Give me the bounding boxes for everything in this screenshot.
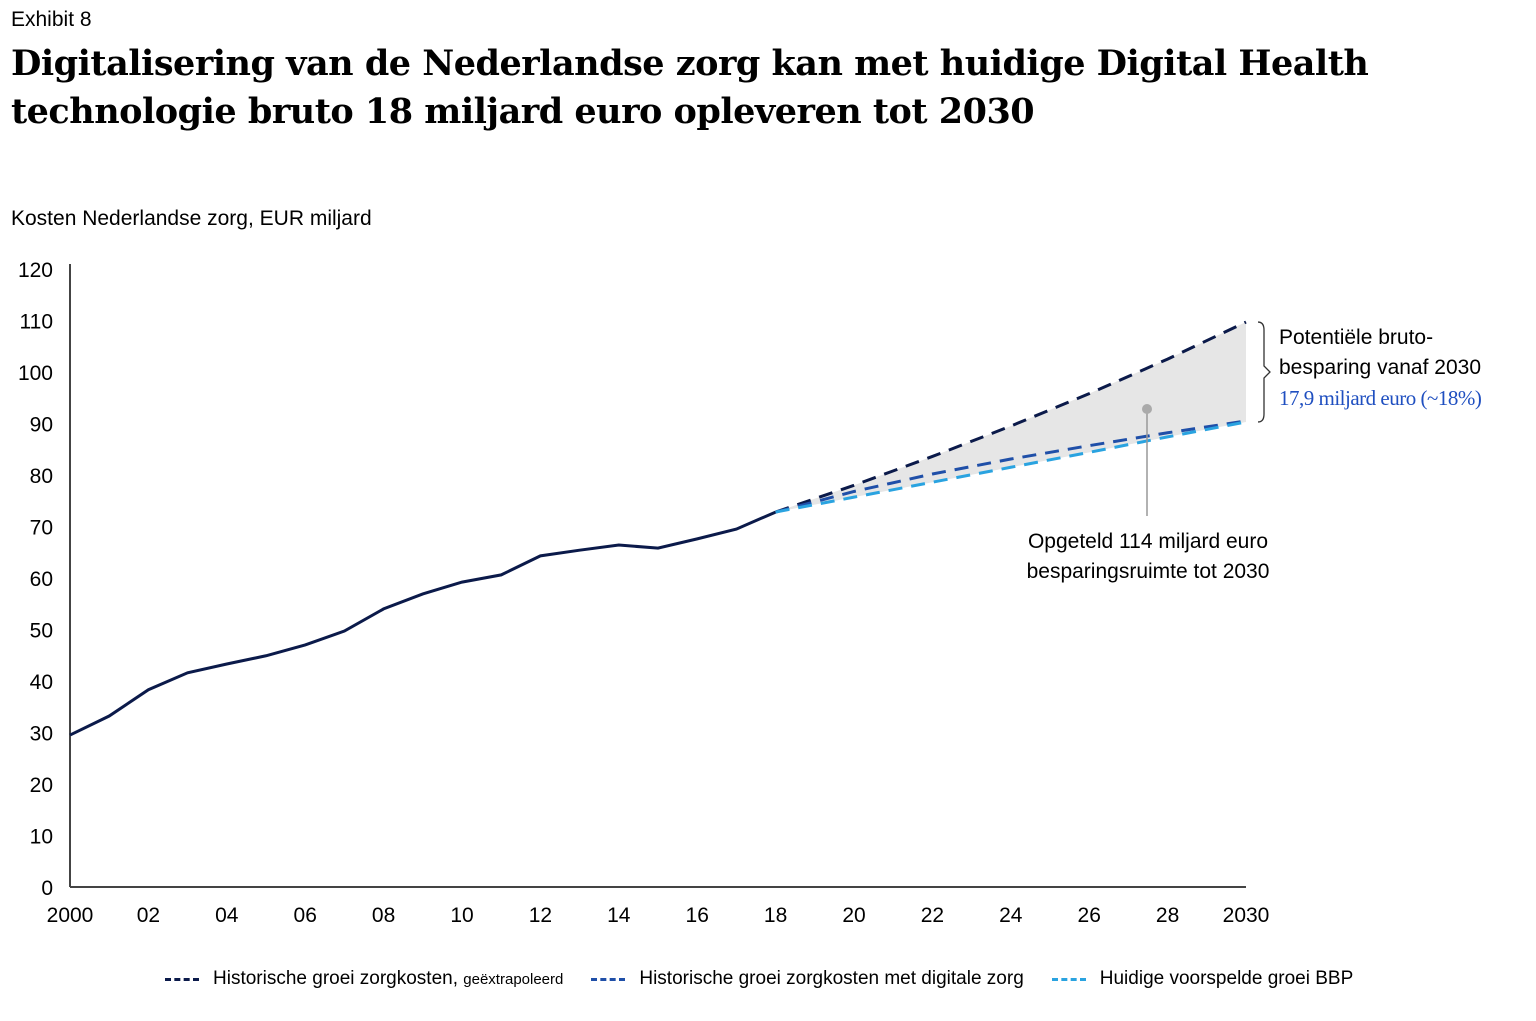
x-tick-label: 14: [607, 904, 631, 927]
x-tick-label: 08: [372, 904, 395, 927]
bracket-line1: Potentiële bruto-: [1279, 326, 1434, 349]
series-line-3: [775, 420, 1247, 514]
bracket: [1257, 321, 1271, 423]
y-tick-label: 90: [30, 414, 53, 437]
x-tick-label: 10: [450, 904, 473, 927]
legend-item-bbp: Huidige voorspelde groei BBP: [1051, 968, 1354, 990]
y-tick-label: 20: [30, 774, 53, 797]
y-tick-label: 0: [41, 877, 53, 900]
y-tick-label: 70: [30, 517, 53, 540]
x-tick-label: 02: [137, 904, 160, 927]
x-tick-label: 04: [215, 904, 239, 927]
x-tick-label: 20: [842, 904, 865, 927]
x-tick-label: 16: [686, 904, 709, 927]
y-tick-label: 80: [30, 465, 53, 488]
savings-area: [775, 322, 1246, 513]
y-tick-label: 30: [30, 723, 53, 746]
legend-label-suffix: geëxtrapoleerd: [463, 970, 564, 988]
x-tick-label: 2030: [1223, 904, 1270, 927]
area-annotation: Opgeteld 114 miljard euro besparingsruim…: [948, 527, 1348, 587]
y-tick-label: 110: [20, 311, 53, 334]
y-tick-label: 40: [30, 671, 53, 694]
legend-swatch: [1051, 977, 1086, 981]
y-tick-label: 50: [30, 620, 53, 643]
legend-swatch: [165, 977, 199, 981]
x-tick-label: 28: [1156, 904, 1179, 927]
area-line1: Opgeteld 114 miljard euro: [1027, 530, 1269, 553]
legend-label: Historische groei zorgkosten,: [213, 968, 458, 989]
series-line-1: [775, 320, 1247, 514]
x-tick-label: 2000: [47, 904, 94, 927]
x-tick-label: 06: [294, 904, 317, 927]
x-tick-label: 12: [529, 904, 552, 927]
annotation-dot: [1142, 404, 1152, 414]
x-tick-label: 26: [1078, 904, 1101, 927]
x-tick-label: 24: [999, 904, 1023, 927]
x-tick-label: 22: [921, 904, 944, 927]
series-line-0: [69, 510, 777, 737]
y-tick-label: 10: [30, 826, 53, 849]
bracket-value: 17,9 miljard euro (~18%): [1279, 386, 1482, 410]
legend-label: Huidige voorspelde groei BBP: [1099, 968, 1354, 989]
chart-title: Digitalisering van de Nederlandse zorg k…: [11, 43, 1369, 132]
legend: Historische groei zorgkosten, geëxtrapol…: [165, 968, 1381, 990]
series-line-2: [775, 419, 1247, 514]
legend-item-extrapolated: Historische groei zorgkosten, geëxtrapol…: [165, 968, 563, 990]
y-tick-label: 120: [18, 259, 53, 282]
bracket-annotation: Potentiële bruto- besparing vanaf 2030 1…: [1279, 323, 1482, 413]
y-tick-label: 60: [30, 568, 53, 591]
x-tick-label: 18: [764, 904, 787, 927]
legend-item-digital: Historische groei zorgkosten met digital…: [591, 968, 1024, 990]
bracket-line2: besparing vanaf 2030: [1279, 356, 1481, 379]
legend-label: Historische groei zorgkosten met digital…: [639, 968, 1024, 989]
exhibit-label: Exhibit 8: [11, 8, 92, 31]
area-line2: besparingsruimte tot 2030: [1026, 560, 1270, 583]
y-tick-label: 100: [18, 362, 53, 385]
y-axis-label: Kosten Nederlandse zorg, EUR miljard: [11, 207, 372, 230]
legend-swatch: [591, 977, 626, 981]
